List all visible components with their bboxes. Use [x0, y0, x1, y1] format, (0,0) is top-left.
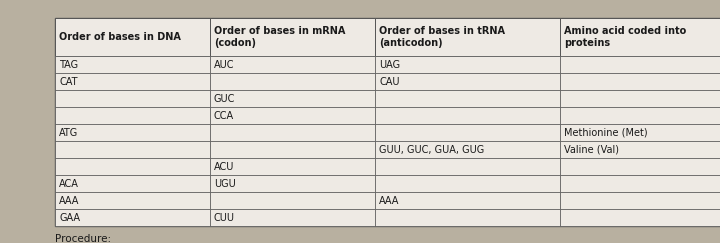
- Bar: [55, 107, 210, 124]
- Text: Order of bases in mRNA
(codon): Order of bases in mRNA (codon): [214, 26, 346, 48]
- Bar: [210, 73, 375, 90]
- Bar: [55, 209, 210, 226]
- Text: GUC: GUC: [214, 94, 235, 104]
- Bar: [55, 18, 210, 56]
- Bar: [210, 158, 375, 175]
- Bar: [210, 141, 375, 158]
- Bar: [55, 124, 210, 141]
- Bar: [560, 18, 720, 56]
- Bar: [55, 56, 210, 73]
- Bar: [55, 158, 210, 175]
- Bar: [560, 175, 720, 192]
- Bar: [560, 124, 720, 141]
- Text: TAG: TAG: [59, 60, 78, 69]
- Bar: [375, 18, 560, 56]
- Bar: [210, 209, 375, 226]
- Bar: [375, 90, 560, 107]
- Bar: [375, 107, 560, 124]
- Text: UAG: UAG: [379, 60, 400, 69]
- Bar: [560, 158, 720, 175]
- Bar: [375, 141, 560, 158]
- Bar: [55, 192, 210, 209]
- Text: ACA: ACA: [59, 179, 79, 189]
- Bar: [560, 192, 720, 209]
- Text: Order of bases in DNA: Order of bases in DNA: [59, 32, 181, 42]
- Bar: [560, 56, 720, 73]
- Text: ATG: ATG: [59, 128, 78, 138]
- Bar: [375, 73, 560, 90]
- Text: CCA: CCA: [214, 111, 234, 121]
- Text: Order of bases in tRNA
(anticodon): Order of bases in tRNA (anticodon): [379, 26, 505, 48]
- Bar: [210, 175, 375, 192]
- Text: CUU: CUU: [214, 212, 235, 223]
- Text: Methionine (Met): Methionine (Met): [564, 128, 647, 138]
- Bar: [210, 90, 375, 107]
- Bar: [560, 141, 720, 158]
- Bar: [55, 175, 210, 192]
- Bar: [210, 18, 375, 56]
- Text: CAT: CAT: [59, 77, 78, 87]
- Bar: [375, 56, 560, 73]
- Text: CAU: CAU: [379, 77, 400, 87]
- Text: GUU, GUC, GUA, GUG: GUU, GUC, GUA, GUG: [379, 145, 485, 155]
- Bar: [560, 73, 720, 90]
- Bar: [375, 192, 560, 209]
- Bar: [560, 209, 720, 226]
- Bar: [375, 175, 560, 192]
- Text: ACU: ACU: [214, 162, 235, 172]
- Text: Valine (Val): Valine (Val): [564, 145, 619, 155]
- Bar: [55, 18, 720, 226]
- Text: Procedure:: Procedure:: [55, 234, 111, 243]
- Bar: [375, 209, 560, 226]
- Text: AAA: AAA: [59, 196, 79, 206]
- Bar: [210, 124, 375, 141]
- Text: GAA: GAA: [59, 212, 80, 223]
- Bar: [210, 107, 375, 124]
- Bar: [560, 90, 720, 107]
- Text: AUC: AUC: [214, 60, 235, 69]
- Bar: [210, 192, 375, 209]
- Text: Amino acid coded into
proteins: Amino acid coded into proteins: [564, 26, 686, 48]
- Bar: [55, 73, 210, 90]
- Text: AAA: AAA: [379, 196, 400, 206]
- Bar: [55, 90, 210, 107]
- Bar: [560, 107, 720, 124]
- Bar: [210, 56, 375, 73]
- Text: UGU: UGU: [214, 179, 235, 189]
- Bar: [375, 124, 560, 141]
- Bar: [55, 141, 210, 158]
- Bar: [375, 158, 560, 175]
